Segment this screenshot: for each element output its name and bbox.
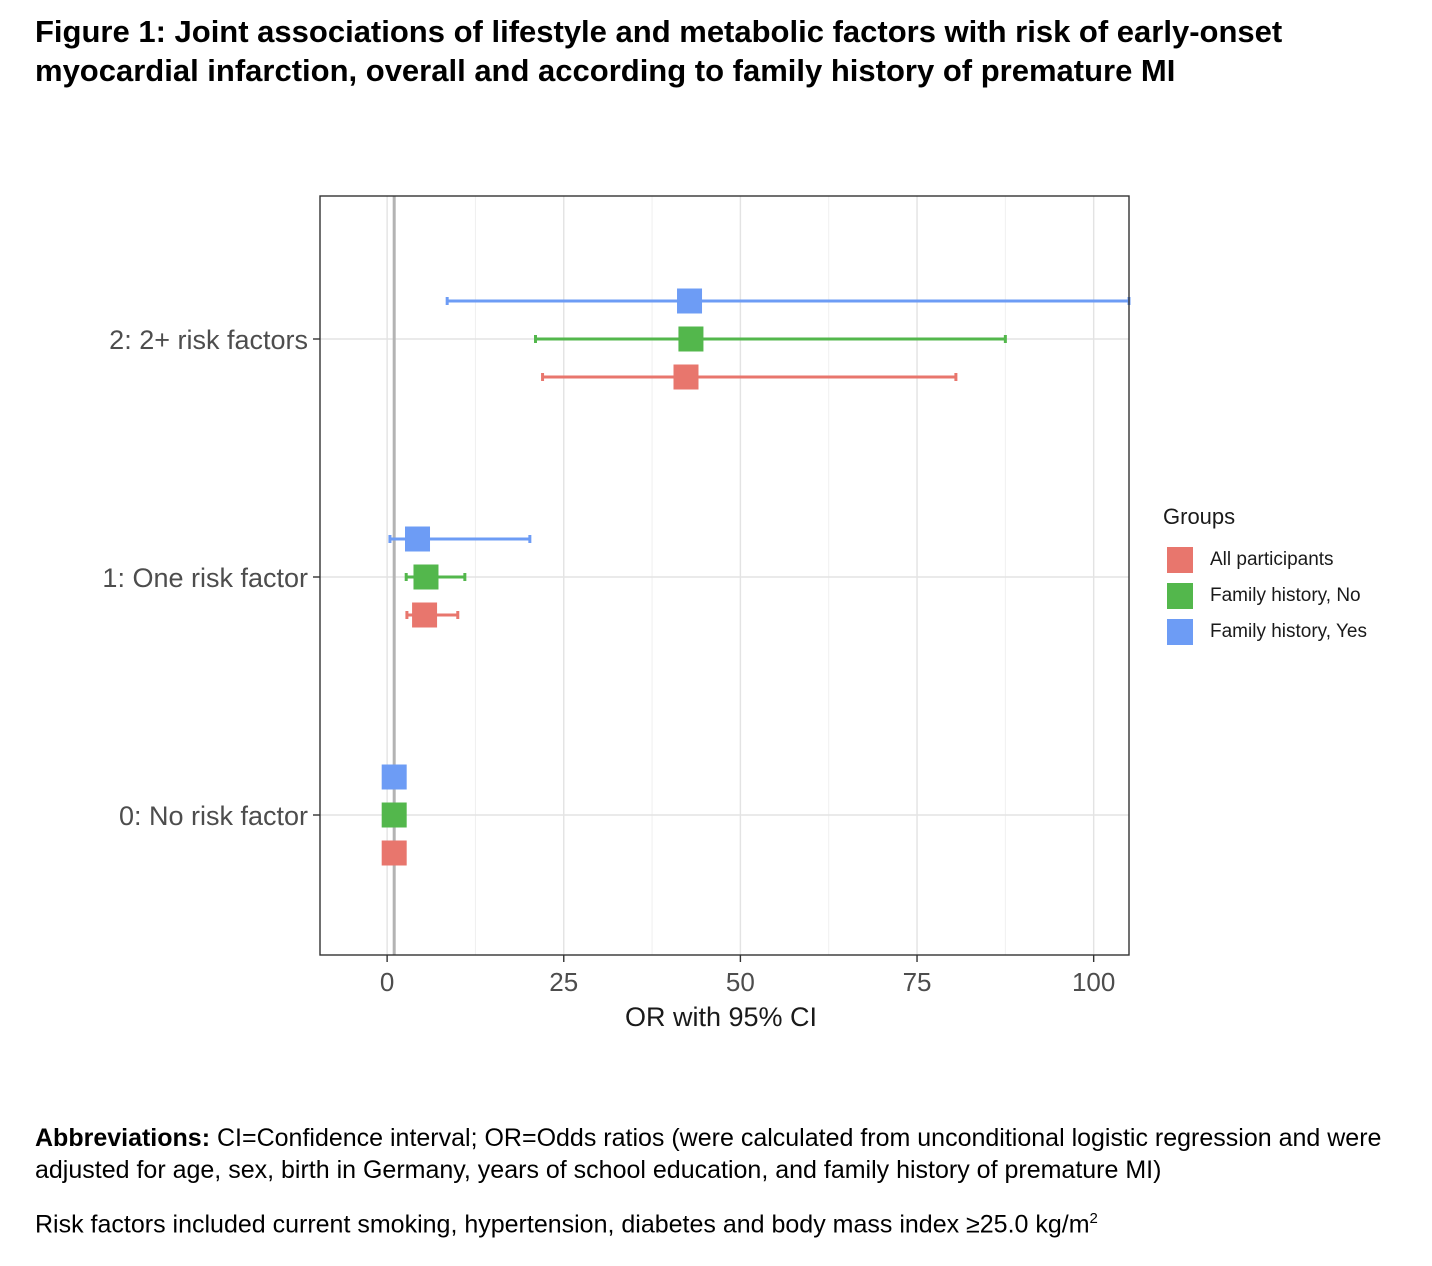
abbreviations-heading: Abbreviations: <box>35 1124 211 1152</box>
legend-label: Family history, Yes <box>1210 621 1367 642</box>
point-estimate-all-participants <box>412 602 438 628</box>
legend-item: Family history, Yes <box>1163 614 1367 650</box>
legend-label: All participants <box>1210 549 1334 570</box>
legend-key <box>1167 583 1193 609</box>
footnotes: Abbreviations: CI=Confidence interval; O… <box>35 1122 1415 1240</box>
point-estimate-family-history-no <box>678 326 704 352</box>
x-tick-label: 25 <box>549 967 578 997</box>
figure-title-line2: myocardial infarction, overall and accor… <box>35 53 1176 88</box>
legend-key <box>1167 547 1193 573</box>
risk-factors-text: Risk factors included current smoking, h… <box>35 1210 1090 1239</box>
point-estimate-family-history-yes <box>381 764 407 790</box>
x-tick-label: 0 <box>380 967 394 997</box>
legend-title: Groups <box>1163 504 1236 529</box>
abbreviations-text: CI=Confidence interval; OR=Odds ratios (… <box>35 1124 1382 1184</box>
x-tick-label: 75 <box>903 967 932 997</box>
legend-item: Family history, No <box>1163 578 1367 614</box>
y-tick-label: 0: No risk factor <box>119 801 308 831</box>
point-estimate-all-participants <box>381 840 407 866</box>
risk-factors-note: Risk factors included current smoking, h… <box>35 1203 1415 1240</box>
legend-label: Family history, No <box>1210 585 1361 606</box>
point-estimate-family-history-yes <box>677 288 703 314</box>
figure-title: Figure 1: Joint associations of lifestyl… <box>35 12 1405 90</box>
abbreviations-note: Abbreviations: CI=Confidence interval; O… <box>35 1122 1415 1186</box>
marks-layer <box>381 288 1131 866</box>
figure-title-line1: Figure 1: Joint associations of lifestyl… <box>35 14 1283 49</box>
x-tick-label: 100 <box>1072 967 1115 997</box>
y-tick-label: 2: 2+ risk factors <box>109 325 308 355</box>
point-estimate-family-history-yes <box>405 526 431 552</box>
legend-item: All participants <box>1163 542 1367 578</box>
axis-layer: 0 25 50 75 100 0: No risk factor 1: One risk f… <box>102 325 1115 997</box>
legend-key <box>1167 619 1193 645</box>
risk-factors-superscript: 2 <box>1089 1210 1098 1227</box>
point-estimate-family-history-no <box>413 564 439 590</box>
x-tick-label: 50 <box>726 967 755 997</box>
legend: Groups All participants Family history, N… <box>1163 504 1367 650</box>
panel-border <box>319 195 1130 956</box>
legend-items: All participants Family history, No Family… <box>1163 542 1367 650</box>
point-estimate-all-participants <box>673 364 699 390</box>
point-estimate-family-history-no <box>381 802 407 828</box>
x-axis-title: OR with 95% CI <box>625 1002 817 1032</box>
y-tick-label: 1: One risk factor <box>102 563 308 593</box>
